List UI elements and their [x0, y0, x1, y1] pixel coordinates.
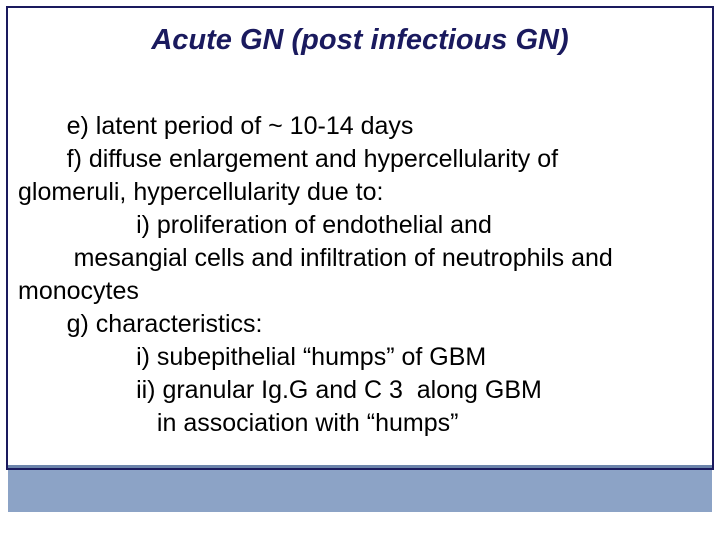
body-line: monocytes: [18, 275, 710, 308]
slide-body: e) latent period of ~ 10-14 days f) diff…: [18, 110, 710, 440]
body-line: ii) granular Ig.G and C 3 along GBM: [18, 374, 710, 407]
body-line: f) diffuse enlargement and hypercellular…: [18, 143, 710, 176]
body-line: e) latent period of ~ 10-14 days: [18, 110, 710, 143]
footer-band: [8, 470, 712, 512]
body-line: i) proliferation of endothelial and: [18, 209, 710, 242]
footer-divider: [8, 465, 712, 468]
slide-title: Acute GN (post infectious GN): [0, 24, 720, 57]
body-line: in association with “humps”: [18, 407, 710, 440]
body-line: i) subepithelial “humps” of GBM: [18, 341, 710, 374]
body-line: mesangial cells and infiltration of neut…: [18, 242, 710, 275]
slide-container: Acute GN (post infectious GN) e) latent …: [0, 0, 720, 540]
body-line: g) characteristics:: [18, 308, 710, 341]
body-line: glomeruli, hypercellularity due to:: [18, 176, 710, 209]
